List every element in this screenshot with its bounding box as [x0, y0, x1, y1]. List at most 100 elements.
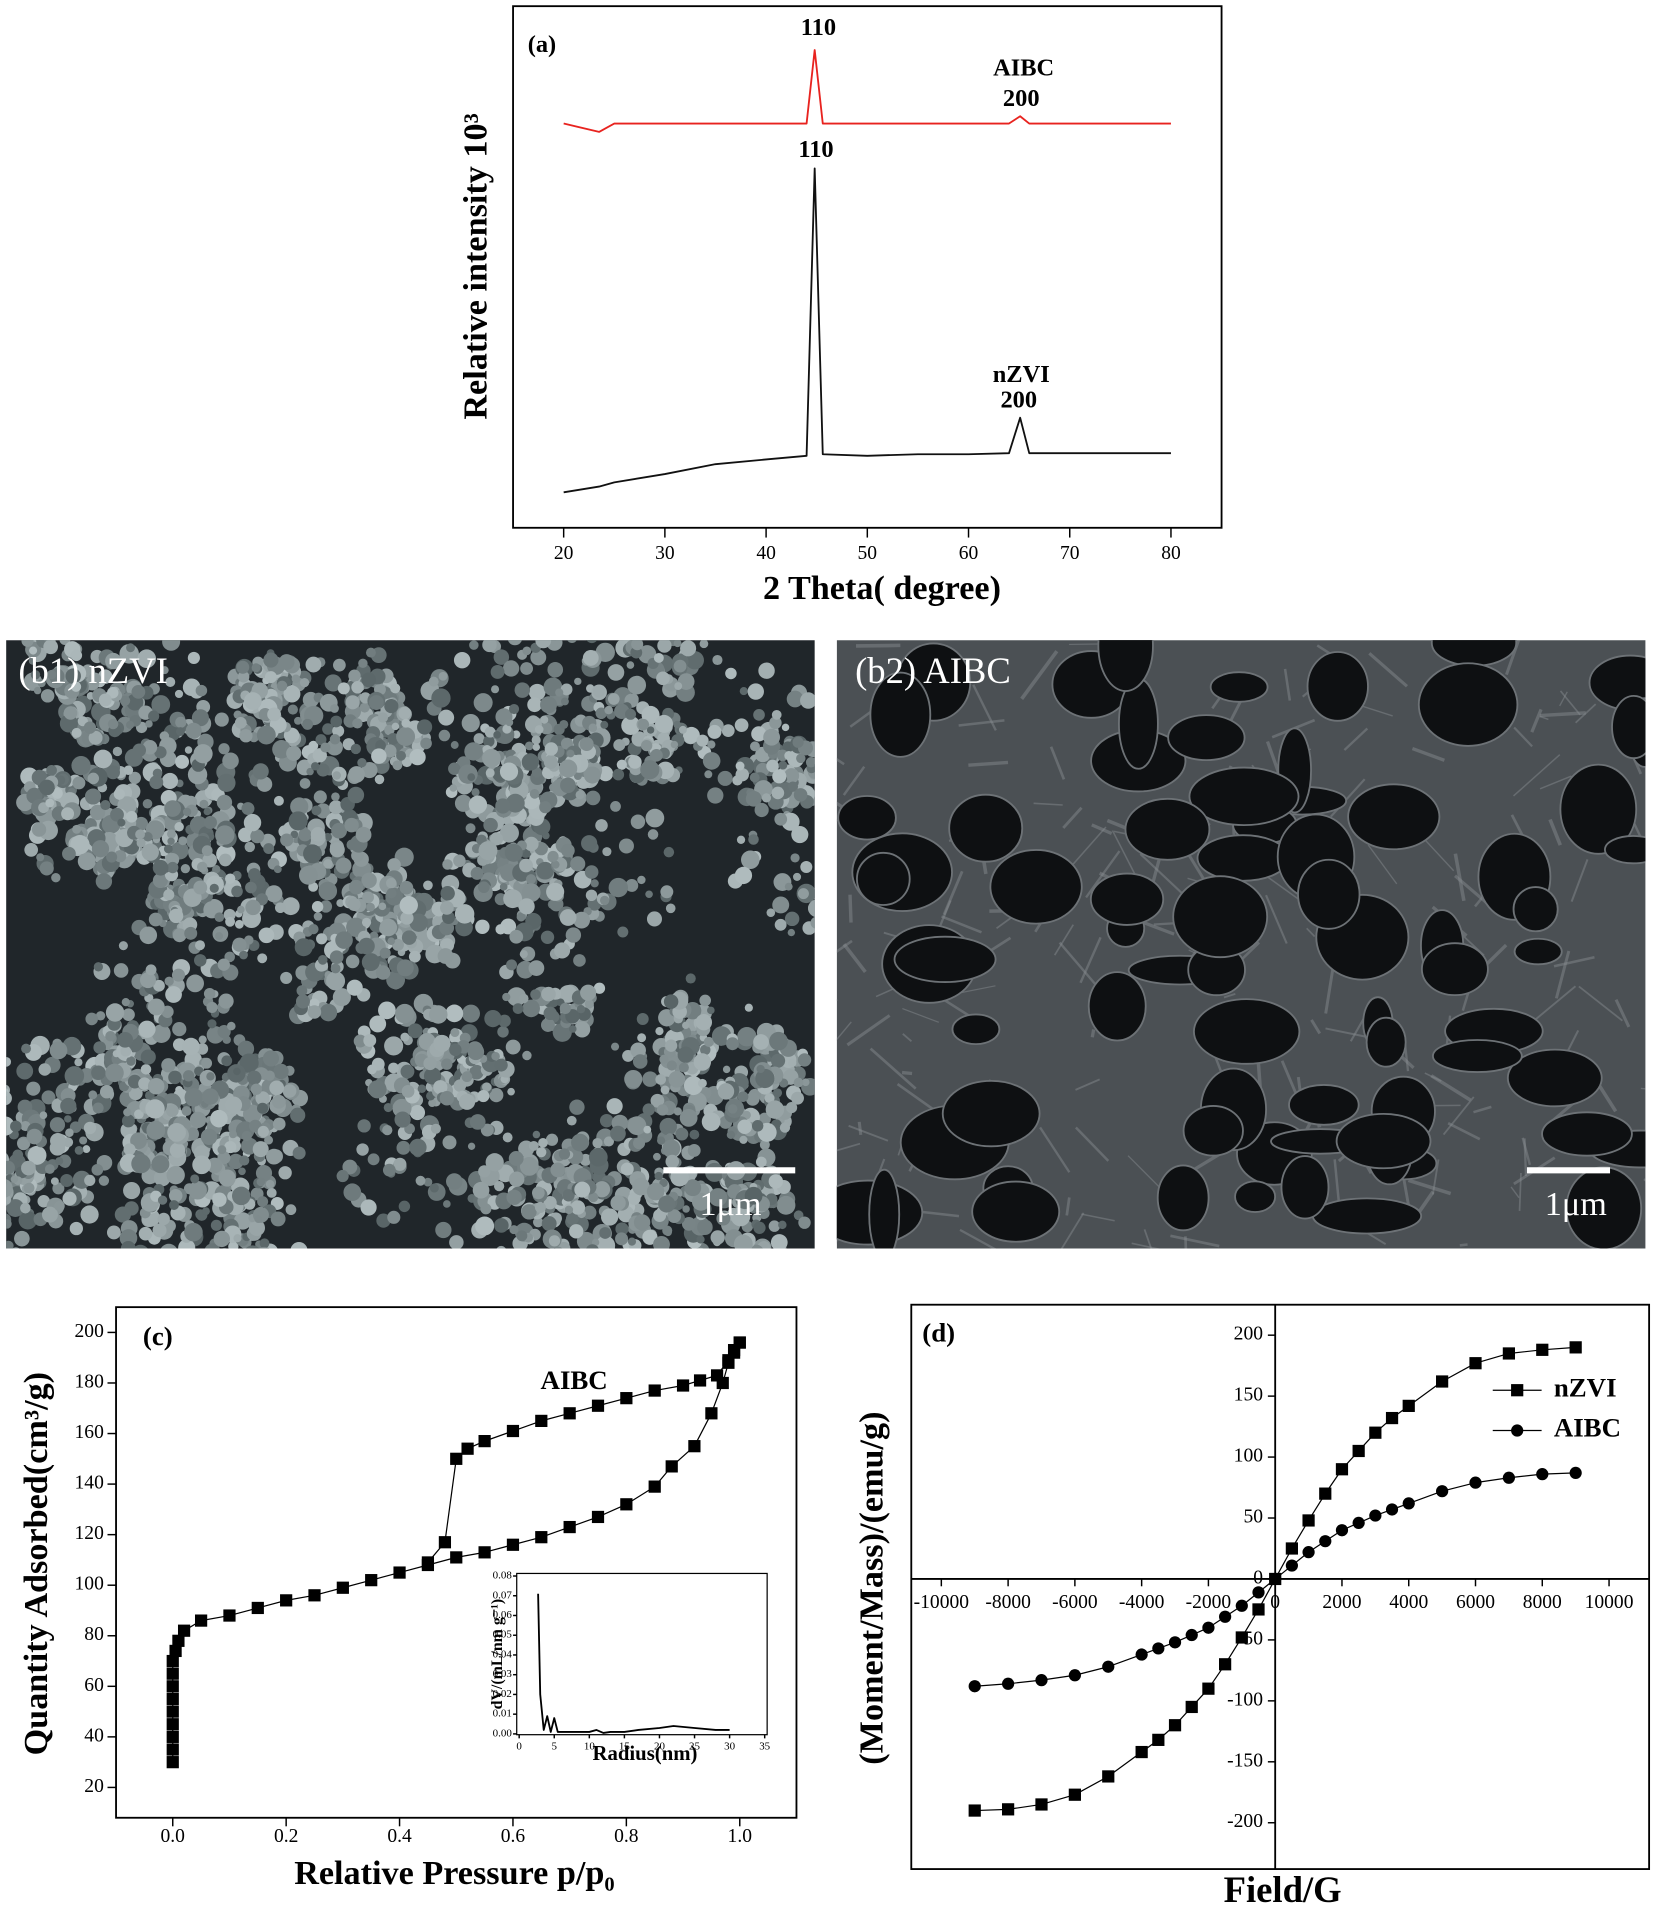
- particle: [533, 743, 540, 750]
- particle: [784, 751, 793, 760]
- marker: [1386, 1503, 1398, 1515]
- particle: [361, 672, 376, 687]
- particle: [133, 744, 146, 757]
- particle: [700, 639, 709, 648]
- marker: [1570, 1341, 1582, 1353]
- particle: [366, 903, 375, 912]
- particle: [495, 624, 509, 638]
- x-tick-label: 6000: [1456, 1592, 1495, 1613]
- particle: [559, 1148, 570, 1159]
- x-tick-label: -10000: [914, 1592, 970, 1613]
- particle: [227, 1022, 236, 1031]
- particle: [665, 1155, 679, 1169]
- particle: [46, 765, 57, 776]
- particle: [605, 606, 620, 621]
- particle: [215, 1248, 222, 1255]
- particle: [583, 650, 599, 666]
- particle: [224, 1141, 236, 1153]
- particle: [146, 964, 157, 975]
- particle: [60, 1282, 75, 1297]
- particle: [242, 1131, 252, 1141]
- particle: [40, 861, 54, 875]
- particle: [438, 948, 454, 964]
- particle: [283, 1084, 296, 1097]
- particle: [306, 657, 322, 673]
- particle: [222, 752, 239, 769]
- particle: [326, 971, 345, 990]
- particle: [462, 1071, 473, 1082]
- particle: [118, 611, 131, 624]
- x-axis-label: 2 Theta( degree): [763, 570, 1001, 607]
- particle: [798, 888, 809, 899]
- particle: [633, 1054, 648, 1069]
- particle: [453, 855, 466, 868]
- particle: [772, 710, 782, 720]
- pore: [1194, 999, 1299, 1064]
- particle: [748, 1277, 763, 1292]
- particle: [384, 1036, 403, 1055]
- particle: [167, 1123, 186, 1142]
- particle: [699, 995, 711, 1007]
- particle: [182, 1106, 192, 1116]
- particle: [528, 608, 544, 624]
- pore: [1313, 1198, 1421, 1233]
- particle: [509, 1171, 524, 1186]
- particle: [734, 1235, 753, 1254]
- x-tick-label: 4000: [1389, 1592, 1428, 1613]
- marker: [1136, 1648, 1148, 1660]
- marker: [178, 1625, 190, 1637]
- particle: [586, 631, 599, 644]
- pore: [1211, 672, 1268, 702]
- particle: [218, 1264, 229, 1275]
- particle: [252, 663, 261, 672]
- particle: [595, 819, 608, 832]
- particle: [567, 578, 575, 586]
- annotation: (a): [528, 31, 556, 58]
- particle: [362, 953, 380, 971]
- particle: [745, 1004, 753, 1012]
- particle: [100, 800, 110, 810]
- particle: [123, 1108, 131, 1116]
- particle: [800, 692, 816, 708]
- particle: [62, 847, 76, 861]
- particle: [542, 1284, 556, 1298]
- particle: [659, 1055, 668, 1064]
- particle: [221, 1256, 235, 1270]
- y-tick-label: 120: [75, 1523, 105, 1544]
- particle: [259, 927, 275, 943]
- particle: [245, 900, 260, 915]
- particle: [176, 1256, 188, 1268]
- particle: [51, 1177, 59, 1185]
- particle: [503, 660, 519, 676]
- particle: [748, 834, 759, 845]
- particle: [190, 1274, 205, 1289]
- x-axis-label: Radius(nm): [593, 1743, 698, 1765]
- particle: [581, 1257, 591, 1267]
- particle: [92, 840, 109, 857]
- marker: [1302, 1546, 1314, 1558]
- particle: [519, 859, 533, 873]
- pore: [1422, 943, 1488, 995]
- marker: [1353, 1517, 1365, 1529]
- particle: [561, 844, 575, 858]
- particle: [199, 1036, 207, 1044]
- particle: [39, 780, 55, 796]
- particle: [788, 929, 795, 936]
- particle: [624, 602, 642, 620]
- particle: [458, 764, 477, 783]
- particle: [762, 793, 771, 802]
- particle: [450, 1028, 459, 1037]
- particle: [229, 1130, 237, 1138]
- particle: [773, 1088, 782, 1097]
- particle: [577, 1005, 585, 1013]
- particle: [206, 1072, 214, 1080]
- particle: [655, 1172, 663, 1180]
- particle: [750, 741, 760, 751]
- particle: [769, 1032, 788, 1051]
- y-tick-label: 50: [1243, 1506, 1263, 1527]
- particle: [707, 1007, 715, 1015]
- particle: [559, 720, 568, 729]
- legend-label: AIBC: [1554, 1413, 1621, 1443]
- particle: [145, 1099, 164, 1118]
- particle: [45, 1164, 55, 1174]
